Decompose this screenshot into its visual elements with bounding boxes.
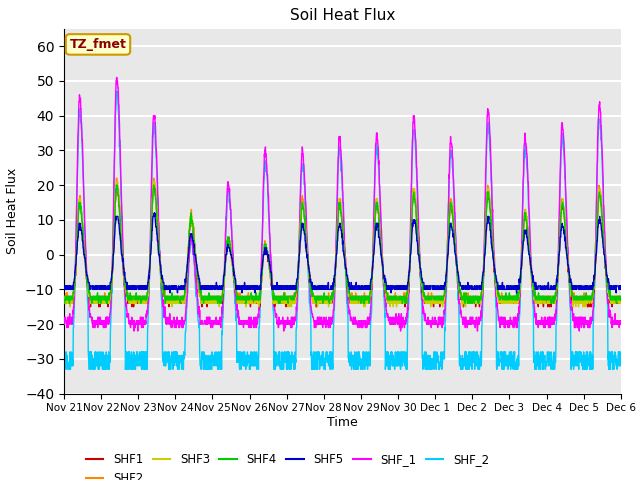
Text: TZ_fmet: TZ_fmet [70,38,127,51]
SHF3 [66,304,74,310]
SHF3 [60,293,68,299]
SHF_1 [568,304,576,310]
SHF4 [568,293,575,299]
SHF_1 [131,328,138,334]
SHF1 [216,300,223,306]
SHF4 [359,293,367,299]
SHF_1 [505,321,513,327]
Line: SHF4: SHF4 [64,185,621,303]
SHF_1 [113,74,120,80]
SHF_2 [584,352,591,358]
SHF1 [359,300,367,306]
Line: SHF_1: SHF_1 [64,77,621,331]
Line: SHF1: SHF1 [64,185,621,307]
SHF_2 [62,366,70,372]
SHF3 [359,297,367,303]
SHF3 [617,297,625,303]
SHF5 [371,234,379,240]
SHF_1 [584,321,591,327]
Y-axis label: Soil Heat Flux: Soil Heat Flux [6,168,19,254]
SHF4 [113,182,120,188]
SHF2 [584,297,591,303]
SHF1 [87,304,95,310]
SHF_1 [359,318,367,324]
SHF4 [216,297,223,303]
SHF1 [617,300,625,306]
SHF1 [568,293,576,299]
SHF3 [113,179,120,184]
SHF1 [60,300,68,306]
SHF5 [216,283,223,289]
Legend: SHF1, SHF2, SHF3, SHF4, SHF5, SHF_1, SHF_2: SHF1, SHF2, SHF3, SHF4, SHF5, SHF_1, SHF… [81,448,493,480]
SHF2 [371,210,379,216]
SHF1 [113,182,121,188]
SHF3 [584,300,591,306]
SHF2 [617,297,625,303]
Line: SHF_2: SHF_2 [64,91,621,369]
Title: Soil Heat Flux: Soil Heat Flux [290,9,395,24]
SHF_2 [505,352,513,358]
SHF_2 [617,352,625,358]
SHF5 [150,210,158,216]
SHF2 [359,297,367,303]
SHF_1 [60,321,68,327]
SHF3 [371,217,379,223]
Line: SHF2: SHF2 [64,178,621,303]
SHF5 [166,290,174,296]
SHF4 [60,300,68,306]
SHF1 [371,217,379,223]
SHF_2 [371,168,379,174]
Line: SHF5: SHF5 [64,213,621,293]
SHF5 [568,283,576,289]
SHF2 [505,293,513,299]
SHF_2 [113,88,120,94]
SHF5 [617,283,625,289]
SHF5 [359,287,367,292]
SHF4 [617,297,625,303]
SHF5 [584,287,591,292]
SHF4 [584,293,591,299]
SHF5 [60,283,68,289]
SHF3 [505,297,513,303]
SHF2 [216,293,223,299]
SHF_2 [568,349,576,355]
SHF2 [113,175,120,181]
SHF4 [371,224,379,230]
SHF2 [568,290,576,296]
SHF3 [568,293,576,299]
SHF_2 [359,349,367,355]
Line: SHF3: SHF3 [64,181,621,307]
SHF2 [60,293,68,299]
SHF2 [61,300,68,306]
SHF_2 [216,356,223,362]
SHF_1 [371,165,379,171]
SHF3 [216,300,223,306]
SHF1 [505,297,513,303]
X-axis label: Time: Time [327,416,358,429]
SHF1 [584,304,591,310]
SHF5 [505,287,513,292]
SHF_1 [216,321,223,327]
SHF_2 [60,360,68,365]
SHF4 [504,297,512,303]
SHF_1 [617,321,625,327]
